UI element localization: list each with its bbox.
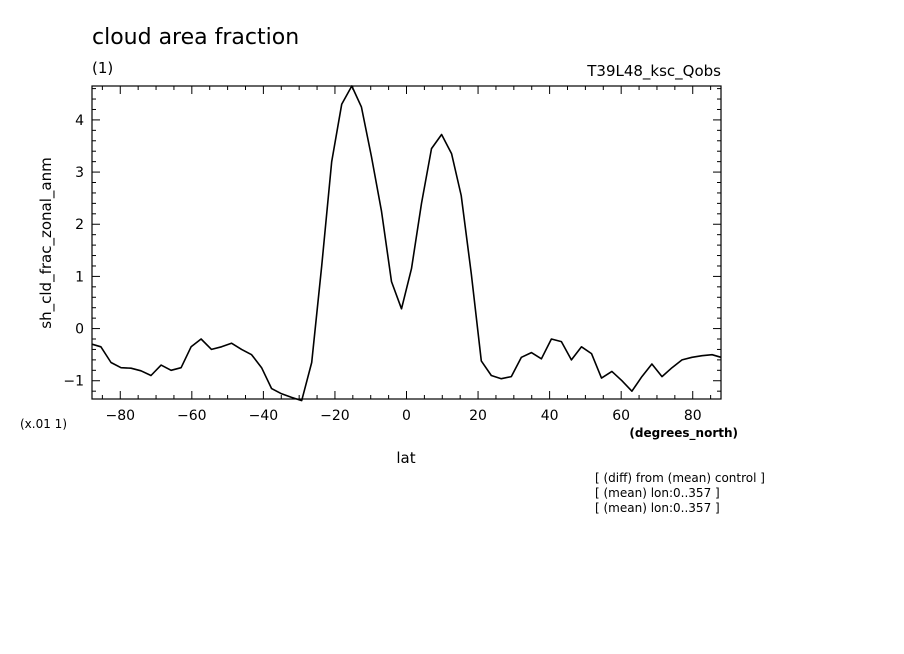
note-mean-1: [ (mean) lon:0..357 ] [595,486,720,500]
x-tick-label: −40 [249,408,279,424]
x-tick-label: 80 [684,408,702,424]
series-line [91,85,722,402]
x-tick-label: 60 [612,408,630,424]
y-tick-label: 0 [75,322,84,338]
y-axis-label: sh_cld_frac_zonal_anm [37,157,56,328]
x-tick-labels: −80 −60 −40 −20 0 20 40 60 80 [105,408,701,424]
y-tick-label: 4 [75,113,84,129]
x-tick-label: 40 [541,408,559,424]
chart-title: cloud area fraction [92,25,299,50]
axis-ticks [92,86,721,399]
y-tick-label: −1 [63,374,84,390]
x-tick-label: 20 [469,408,487,424]
x-units: (degrees_north) [629,426,738,441]
note-diff: [ (diff) from (mean) control ] [595,471,765,485]
run-label: T39L48_ksc_Qobs [586,62,721,81]
x-tick-label: −60 [177,408,207,424]
chart-subtitle: (1) [92,59,113,77]
x-tick-label: −80 [105,408,135,424]
x-tick-label: 0 [402,408,411,424]
note-mean-2: [ (mean) lon:0..357 ] [595,501,720,515]
y-tick-label: 3 [75,165,84,181]
x-tick-label: −20 [320,408,350,424]
y-scale-note: (x.01 1) [20,417,67,431]
x-axis-label: lat [396,449,415,467]
plot-frame [91,85,722,400]
y-tick-label: 2 [75,217,84,233]
y-tick-label: 1 [75,269,84,285]
y-tick-labels: −1 0 1 2 3 4 [63,113,84,390]
